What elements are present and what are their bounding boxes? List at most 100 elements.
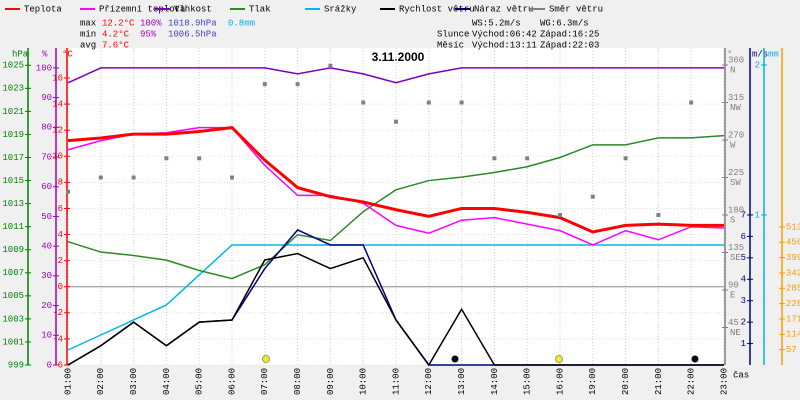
- direction-point: [328, 63, 333, 68]
- y-tick-label: NW: [730, 103, 741, 113]
- y-tick-label: 135: [728, 243, 744, 253]
- x-tick-label: 14:00: [490, 368, 500, 395]
- stat-value: 100%: [140, 18, 162, 28]
- moonrise-icon: [451, 355, 459, 363]
- direction-point: [426, 100, 431, 105]
- y-tick-label: 70: [41, 152, 52, 162]
- y-tick-label: 270: [728, 130, 744, 140]
- x-tick-label: 16:00: [555, 368, 565, 395]
- y-tick-label: 228: [786, 299, 800, 309]
- x-tick-label: 12:00: [424, 368, 434, 395]
- sunset-icon: [555, 355, 563, 363]
- info-text: Západ:22:03: [540, 40, 599, 50]
- stat-label: avg: [80, 40, 96, 50]
- direction-point: [656, 213, 661, 217]
- x-tick-label: 11:00: [391, 368, 401, 395]
- x-tick-label: 22:00: [687, 368, 697, 395]
- chart-title: 3.11.2000: [372, 50, 425, 64]
- series-line: [67, 126, 725, 246]
- y-tick-label: 1025: [2, 61, 24, 71]
- y-tick-label: 456: [786, 238, 800, 248]
- y-tick-label: 1013: [2, 199, 24, 209]
- y-tick-label: 1: [755, 210, 760, 220]
- y-tick-label: -6: [52, 360, 63, 370]
- stat-value: 12.2°C: [102, 18, 135, 28]
- y-tick-label: SE: [730, 253, 741, 263]
- y-tick-label: 5: [741, 253, 746, 263]
- legend-label: Srážky: [324, 4, 357, 14]
- y-tick-label: 1021: [2, 107, 24, 117]
- y-tick-label: 12: [52, 126, 63, 136]
- direction-point: [590, 194, 595, 199]
- legend-label: Přízemní teplota: [99, 4, 186, 14]
- x-tick-label: 19:00: [588, 368, 598, 395]
- moonset-icon: [691, 355, 699, 363]
- sunrise-icon: [262, 355, 270, 363]
- legend-label: Tlak: [249, 4, 271, 14]
- axis-unit: m/s: [752, 49, 768, 59]
- x-tick-label: 04:00: [162, 368, 172, 395]
- y-tick-label: 1001: [2, 337, 24, 347]
- y-tick-label: 16: [52, 73, 63, 83]
- y-tick-label: 4: [58, 230, 63, 240]
- y-tick-label: 7: [741, 210, 746, 220]
- x-tick-label: 06:00: [227, 368, 237, 395]
- direction-point: [492, 156, 497, 161]
- direction-point: [525, 156, 530, 161]
- y-tick-label: 2: [755, 60, 760, 70]
- y-tick-label: 3: [741, 296, 746, 306]
- y-tick-label: 8: [58, 178, 63, 188]
- y-tick-label: 2: [741, 318, 746, 328]
- y-tick-label: 1009: [2, 245, 24, 255]
- y-tick-label: 285: [786, 284, 800, 294]
- stat-label: max: [80, 18, 96, 28]
- y-tick-label: 315: [728, 93, 744, 103]
- y-tick-label: 90: [41, 93, 52, 103]
- y-tick-label: 1019: [2, 130, 24, 140]
- y-tick-label: 180: [728, 205, 744, 215]
- y-tick-label: 30: [41, 271, 52, 281]
- direction-point: [66, 189, 70, 194]
- y-tick-label: 2: [58, 256, 63, 266]
- y-tick-label: 0: [47, 360, 52, 370]
- x-tick-label: 10:00: [359, 368, 369, 395]
- x-tick-label: 07:00: [260, 368, 270, 395]
- y-tick-label: 60: [41, 182, 52, 192]
- x-tick-label: 15:00: [523, 368, 533, 395]
- stat-value: 1018.9hPa: [168, 18, 217, 28]
- y-tick-label: 80: [41, 123, 52, 133]
- direction-point: [689, 100, 694, 105]
- series-line: [67, 126, 724, 234]
- y-tick-label: 1023: [2, 84, 24, 94]
- y-tick-label: 90: [728, 280, 739, 290]
- y-tick-label: 114: [786, 330, 800, 340]
- info-text: WG:6.3m/s: [540, 18, 589, 28]
- y-tick-label: S: [730, 215, 735, 225]
- y-tick-label: 0: [58, 282, 63, 292]
- x-tick-label: 09:00: [326, 368, 336, 395]
- y-tick-label: 6: [58, 204, 63, 214]
- x-tick-label: 21:00: [654, 368, 664, 395]
- x-axis-label: čas: [733, 370, 749, 380]
- x-tick-label: 23:00: [719, 368, 729, 395]
- legend-label: Teplota: [24, 4, 62, 14]
- direction-point: [197, 156, 202, 161]
- y-tick-label: 14: [52, 99, 63, 109]
- x-tick-label: 03:00: [129, 368, 139, 395]
- info-text: Slunce: [437, 29, 469, 39]
- y-tick-label: NE: [730, 328, 741, 338]
- stat-value: 0.8mm: [228, 18, 255, 28]
- y-tick-label: 1003: [2, 314, 24, 324]
- direction-point: [131, 175, 136, 180]
- direction-point: [623, 156, 628, 161]
- info-text: Východ:13:11: [472, 40, 537, 50]
- axis-unit: °: [727, 49, 732, 59]
- y-tick-label: 40: [41, 242, 52, 252]
- y-tick-label: 4: [741, 275, 746, 285]
- stat-value: 1006.5hPa: [168, 29, 217, 39]
- series-line: [67, 244, 724, 351]
- x-tick-label: 01:00: [63, 368, 73, 395]
- y-tick-label: E: [730, 290, 735, 300]
- y-tick-label: W: [730, 140, 736, 150]
